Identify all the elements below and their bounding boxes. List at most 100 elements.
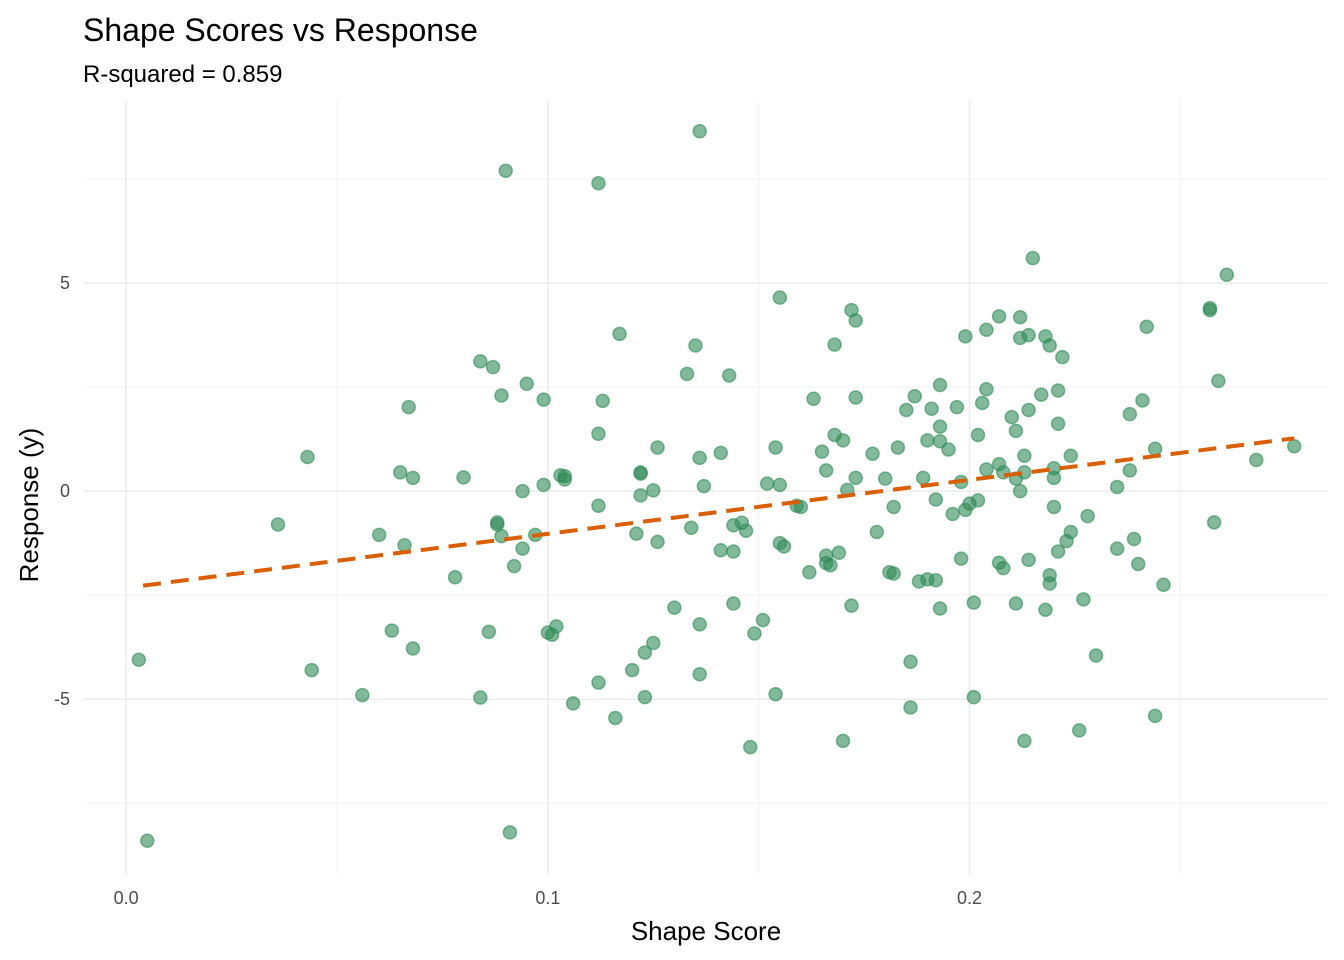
data-point-135: [966, 595, 982, 610]
y-axis-title: Response (y): [14, 428, 44, 583]
data-point-71: [726, 544, 741, 559]
data-point-75: [747, 626, 762, 641]
data-point-53: [646, 635, 661, 651]
data-point-4: [304, 662, 319, 678]
data-point-113: [907, 389, 922, 404]
data-point-38: [565, 696, 581, 711]
data-point-141: [979, 322, 994, 337]
data-point-151: [1012, 309, 1028, 325]
data-point-121: [928, 492, 944, 507]
data-point-125: [932, 419, 948, 434]
data-point-82: [776, 539, 792, 554]
data-point-108: [886, 566, 901, 581]
data-point-150: [1008, 596, 1024, 611]
data-point-122: [932, 433, 948, 449]
data-point-66: [713, 543, 729, 558]
chart-title: Shape Scores vs Response: [83, 12, 478, 48]
data-point-152: [1017, 448, 1032, 464]
data-point-105: [869, 524, 885, 540]
data-point-116: [915, 470, 931, 486]
data-point-64: [692, 450, 707, 466]
data-point-99: [844, 598, 859, 613]
x-tick-label-1: 0.1: [535, 888, 560, 908]
data-point-11: [405, 470, 421, 486]
data-point-139: [979, 462, 994, 477]
data-point-73: [738, 523, 754, 538]
data-point-124: [932, 601, 948, 616]
y-tick-label-1: 0: [60, 481, 70, 501]
y-tick-label-2: 5: [60, 273, 70, 293]
data-point-169: [1046, 499, 1062, 515]
data-point-47: [629, 526, 644, 541]
data-point-24: [502, 825, 518, 840]
data-point-96: [835, 733, 851, 749]
data-point-34: [549, 619, 564, 634]
data-point-14: [456, 470, 471, 485]
data-point-112: [903, 700, 918, 715]
data-point-63: [692, 667, 707, 682]
data-point-184: [1122, 463, 1138, 478]
data-point-127: [945, 506, 960, 522]
data-point-23: [498, 163, 513, 178]
data-point-68: [721, 368, 737, 383]
data-point-44: [608, 710, 623, 726]
x-tick-label-0: 0.0: [114, 888, 139, 908]
x-axis-title: Shape Score: [631, 916, 781, 946]
data-point-83: [772, 290, 788, 305]
data-point-78: [768, 440, 783, 455]
data-point-43: [591, 675, 606, 690]
data-point-129: [953, 551, 969, 566]
data-point-56: [650, 440, 665, 455]
data-point-158: [1021, 402, 1036, 418]
data-point-102: [848, 313, 863, 328]
data-point-42: [595, 393, 610, 409]
data-point-177: [1071, 723, 1087, 738]
data-point-156: [1017, 733, 1032, 749]
data-point-154: [1012, 483, 1028, 499]
data-point-39: [591, 175, 606, 191]
data-point-74: [743, 739, 758, 755]
data-point-171: [1050, 416, 1066, 431]
data-point-157: [1021, 552, 1036, 568]
data-point-175: [1063, 524, 1079, 540]
data-point-159: [1021, 327, 1036, 343]
data-point-0: [131, 652, 147, 667]
data-point-198: [1287, 438, 1302, 454]
data-point-26: [515, 483, 530, 499]
data-point-16: [473, 690, 488, 705]
data-point-97: [835, 433, 851, 448]
data-point-180: [1088, 648, 1104, 663]
data-point-2: [270, 517, 286, 532]
data-point-110: [890, 440, 906, 455]
data-point-88: [814, 444, 830, 459]
data-point-50: [633, 465, 648, 480]
data-point-189: [1147, 441, 1163, 456]
data-point-145: [996, 560, 1011, 576]
data-point-109: [886, 499, 901, 515]
data-point-86: [802, 565, 817, 580]
data-point-182: [1109, 479, 1125, 495]
data-point-166: [1042, 338, 1057, 353]
data-point-126: [941, 442, 956, 457]
data-point-27: [515, 541, 530, 556]
data-point-60: [688, 338, 703, 353]
data-point-13: [447, 570, 463, 585]
data-point-54: [646, 483, 661, 498]
data-point-181: [1109, 541, 1125, 556]
data-point-10: [401, 399, 416, 415]
data-point-187: [1135, 393, 1150, 408]
data-point-134: [966, 689, 982, 705]
data-point-18: [485, 359, 501, 375]
data-point-89: [818, 463, 834, 478]
data-point-111: [899, 402, 914, 418]
data-point-46: [624, 662, 640, 678]
data-point-55: [650, 534, 665, 550]
data-point-6: [371, 527, 387, 543]
data-point-147: [1004, 409, 1019, 425]
data-point-172: [1050, 544, 1066, 559]
data-point-195: [1211, 373, 1226, 389]
data-point-31: [536, 477, 551, 493]
data-point-104: [865, 446, 880, 461]
data-point-193: [1202, 302, 1218, 318]
